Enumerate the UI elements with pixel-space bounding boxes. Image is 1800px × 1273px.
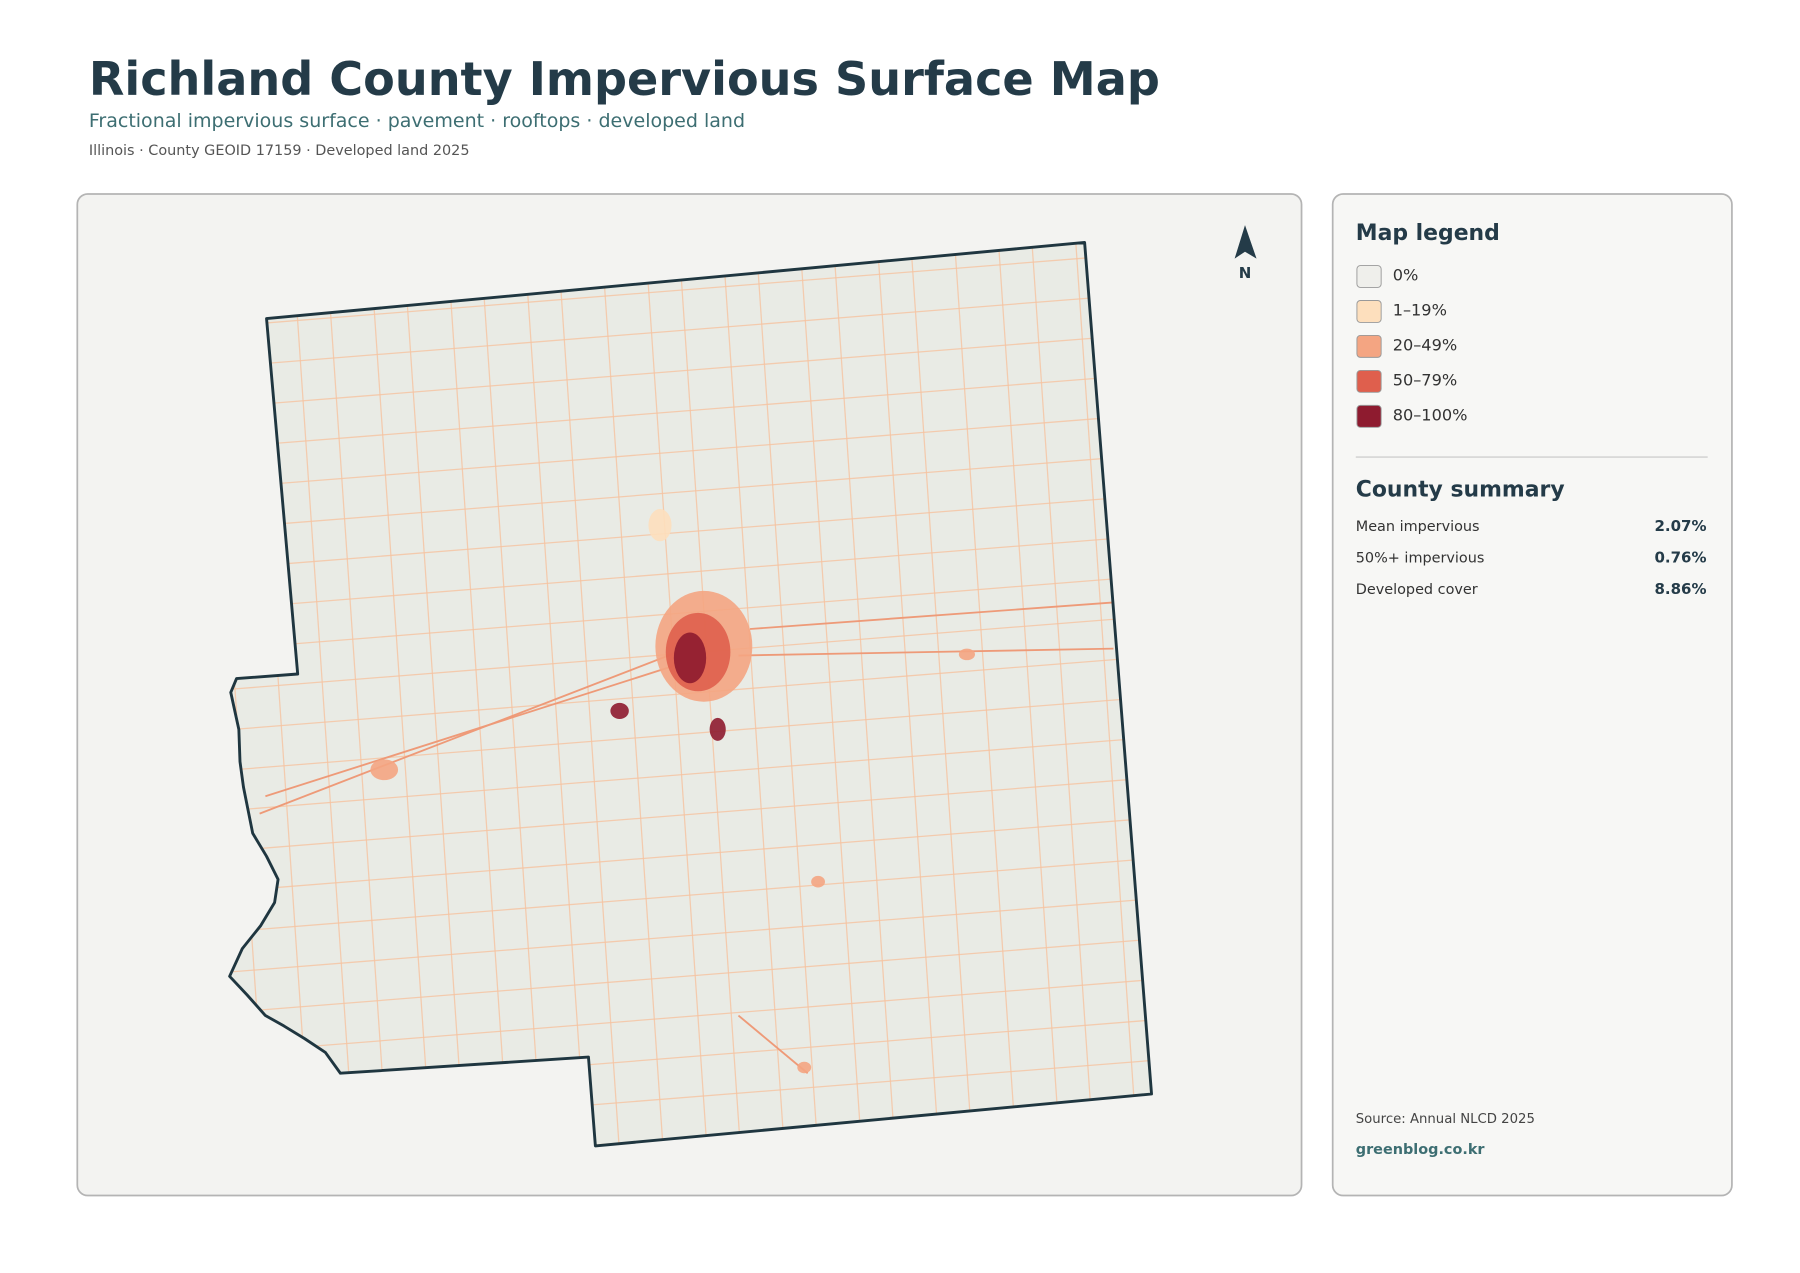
road	[400, 242, 466, 1146]
summary-label: Mean impervious	[1356, 519, 1480, 535]
county-outline	[228, 241, 1153, 1148]
roads	[229, 242, 1152, 1146]
road	[229, 977, 1152, 1055]
road	[229, 937, 1152, 1014]
summary-title: County summary	[1356, 477, 1565, 502]
road	[229, 897, 1152, 974]
site: greenblog.co.kr	[1356, 1142, 1486, 1158]
north-arrow: N	[1234, 225, 1257, 282]
road	[797, 242, 863, 1146]
road	[229, 776, 1152, 853]
road	[229, 816, 1152, 893]
road	[478, 242, 543, 1146]
legend-swatch	[1356, 300, 1382, 323]
town	[797, 1061, 812, 1074]
town	[811, 875, 825, 888]
north-arrow-icon	[1234, 225, 1257, 259]
road	[229, 856, 1152, 934]
road	[831, 242, 897, 1146]
road	[367, 242, 433, 1146]
summary-rows: Mean impervious 2.07% 50%+ impervious 0.76%…	[1356, 517, 1707, 598]
road	[229, 735, 1152, 812]
town	[673, 632, 707, 684]
subtitle: Fractional impervious surface · pavement…	[89, 110, 745, 132]
legend-label: 20–49%	[1393, 335, 1457, 354]
map	[228, 241, 1153, 1148]
legend-panel	[1331, 193, 1733, 1197]
road	[952, 242, 1018, 1146]
legend-title: Map legend	[1356, 221, 1500, 246]
road	[908, 242, 974, 1146]
road	[229, 412, 1152, 489]
road	[229, 695, 1152, 772]
town	[709, 717, 726, 741]
road	[229, 452, 1152, 530]
road	[290, 242, 355, 1146]
highway	[749, 601, 1114, 630]
road	[1073, 242, 1139, 1146]
road	[229, 493, 1152, 570]
legend-swatch	[1356, 335, 1382, 358]
legend-items: 0% 1–19% 20–49% 50–79% 80–100%	[1356, 265, 1468, 428]
road	[323, 242, 389, 1146]
highway	[265, 662, 682, 798]
legend-label: 50–79%	[1393, 370, 1457, 389]
summary-label: Developed cover	[1356, 582, 1478, 598]
road	[753, 242, 819, 1146]
legend-label: 1–19%	[1393, 301, 1447, 320]
legend-label: 0%	[1393, 266, 1419, 285]
title: Richland County Impervious Surface Map	[89, 52, 1160, 106]
road	[996, 242, 1062, 1146]
town	[610, 702, 629, 719]
road	[875, 242, 940, 1146]
summary-value: 0.76%	[1654, 548, 1706, 566]
north-label: N	[1239, 264, 1252, 282]
town	[370, 759, 399, 781]
road	[1029, 242, 1095, 1146]
legend-swatch	[1356, 265, 1382, 288]
road	[229, 372, 1152, 449]
highway	[737, 1014, 809, 1074]
meta: Illinois · County GEOID 17159 · Develope…	[89, 143, 470, 159]
source: Source: Annual NLCD 2025	[1356, 1112, 1535, 1127]
road	[229, 251, 1152, 328]
road	[720, 242, 786, 1146]
road	[522, 242, 587, 1146]
legend-swatch	[1356, 369, 1382, 393]
summary-label: 50%+ impervious	[1356, 550, 1485, 566]
summary-value: 2.07%	[1654, 517, 1706, 535]
highway	[738, 647, 1114, 657]
road	[599, 242, 665, 1146]
road	[444, 242, 510, 1146]
road	[229, 533, 1152, 611]
legend-swatch	[1356, 404, 1382, 428]
legend-label: 80–100%	[1393, 405, 1468, 424]
road	[229, 331, 1152, 409]
road	[229, 291, 1152, 368]
town	[958, 648, 975, 661]
town	[648, 509, 672, 542]
road	[229, 242, 268, 1146]
summary-value: 8.86%	[1654, 580, 1706, 598]
